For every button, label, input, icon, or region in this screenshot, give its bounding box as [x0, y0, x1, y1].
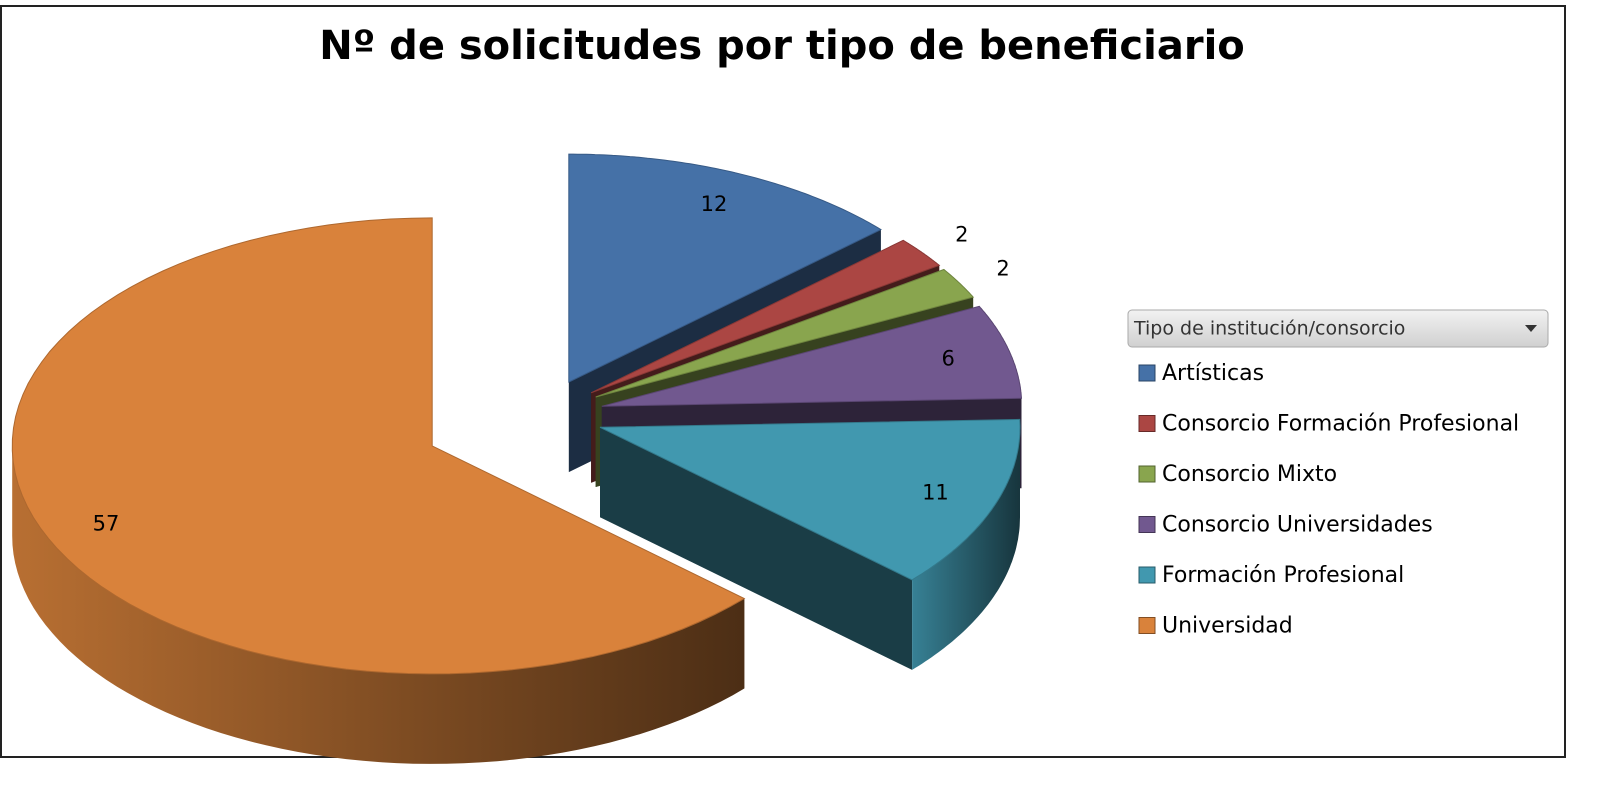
legend-title: Tipo de institución/consorcio	[1133, 318, 1405, 340]
slice	[599, 418, 1021, 581]
data-label: 6	[941, 346, 954, 370]
data-label: 2	[955, 223, 968, 247]
chart-title: Nº de solicitudes por tipo de beneficiar…	[319, 23, 1245, 69]
legend-filter-button[interactable]	[1127, 309, 1549, 348]
slice-side	[12, 445, 745, 764]
slice	[11, 217, 746, 675]
legend-label: Consorcio Universidades	[1162, 513, 1433, 538]
legend-swatch	[1138, 364, 1156, 382]
data-label: 2	[996, 256, 1009, 280]
legend-label: Consorcio Formación Profesional	[1162, 412, 1519, 437]
legend-label: Formación Profesional	[1162, 563, 1404, 588]
legend-swatch	[1138, 566, 1156, 584]
slice	[568, 153, 882, 383]
legend-swatch	[1138, 516, 1156, 533]
pie: 12 2 2 6 11 57	[11, 153, 1023, 764]
legend-swatch	[1138, 415, 1156, 432]
slice	[595, 268, 975, 398]
data-label: 12	[701, 192, 728, 216]
slice	[590, 239, 941, 394]
legend-swatch	[1138, 617, 1156, 634]
slice-side	[600, 427, 913, 670]
slice	[601, 305, 1023, 407]
slice-side	[912, 427, 1020, 670]
legend-label: Consorcio Mixto	[1162, 462, 1337, 487]
data-label: 57	[93, 512, 120, 536]
legend-swatch	[1138, 465, 1156, 483]
legend-label: Universidad	[1162, 614, 1293, 639]
dropdown-arrow	[1525, 325, 1537, 332]
data-label: 11	[922, 481, 949, 505]
legend-label: Artísticas	[1162, 361, 1264, 386]
